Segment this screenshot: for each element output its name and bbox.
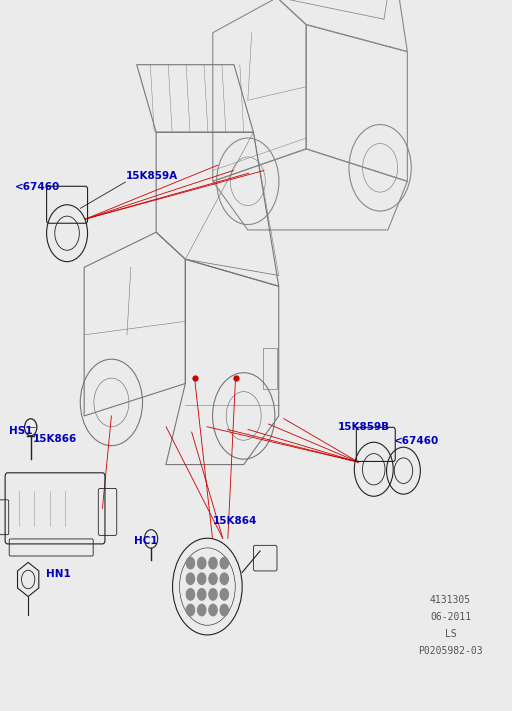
Circle shape bbox=[220, 589, 228, 600]
Circle shape bbox=[220, 573, 228, 584]
Text: LS: LS bbox=[445, 629, 456, 639]
Text: 15K859B: 15K859B bbox=[338, 422, 390, 432]
Text: HN1: HN1 bbox=[46, 570, 71, 579]
Circle shape bbox=[198, 604, 206, 616]
Text: <67460: <67460 bbox=[394, 437, 439, 447]
Circle shape bbox=[220, 557, 228, 569]
Circle shape bbox=[198, 557, 206, 569]
Circle shape bbox=[209, 557, 217, 569]
Circle shape bbox=[186, 604, 195, 616]
Text: 15K859A: 15K859A bbox=[125, 171, 178, 181]
Circle shape bbox=[186, 557, 195, 569]
Text: 06-2011: 06-2011 bbox=[430, 612, 471, 622]
Circle shape bbox=[220, 604, 228, 616]
Circle shape bbox=[198, 573, 206, 584]
Circle shape bbox=[209, 589, 217, 600]
Circle shape bbox=[209, 604, 217, 616]
Text: 4131305: 4131305 bbox=[430, 595, 471, 605]
Bar bbox=[263, 348, 277, 389]
Circle shape bbox=[186, 573, 195, 584]
Text: HS1: HS1 bbox=[9, 426, 33, 436]
Text: HC1: HC1 bbox=[134, 536, 158, 546]
Text: <67460: <67460 bbox=[15, 182, 60, 192]
Circle shape bbox=[198, 589, 206, 600]
Circle shape bbox=[186, 589, 195, 600]
Text: P0205982-03: P0205982-03 bbox=[418, 646, 483, 656]
Circle shape bbox=[209, 573, 217, 584]
Text: 15K864: 15K864 bbox=[212, 516, 257, 526]
Text: 15K866: 15K866 bbox=[33, 434, 77, 444]
